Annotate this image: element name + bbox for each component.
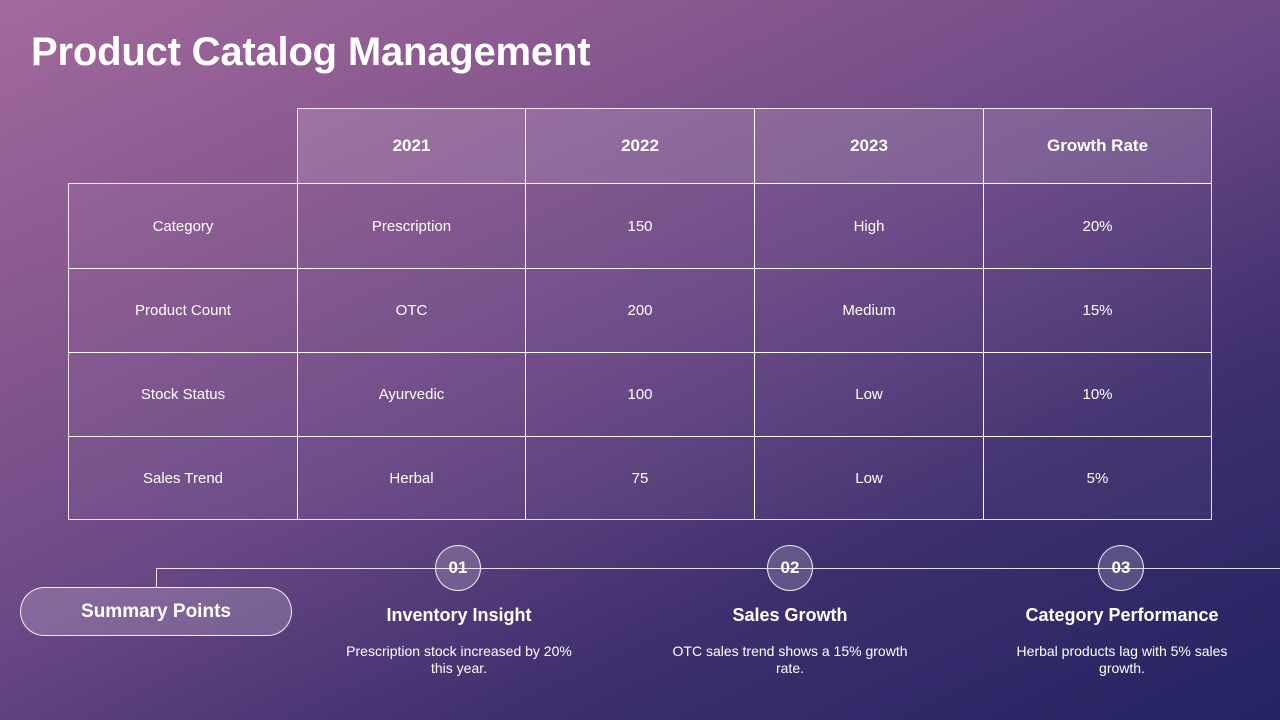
- table-cell: Medium: [754, 268, 984, 353]
- point-description: Herbal products lag with 5% sales growth…: [1016, 643, 1228, 676]
- table-cell: High: [754, 183, 984, 269]
- column-header: 2022: [525, 108, 755, 184]
- table-cell: 100: [525, 352, 755, 437]
- table-cell: Herbal: [297, 436, 526, 520]
- summary-points-label: Summary Points: [20, 587, 292, 636]
- table-cell: 150: [525, 183, 755, 269]
- table-cell: 10%: [983, 352, 1212, 437]
- table-cell: 20%: [983, 183, 1212, 269]
- table-cell: Ayurvedic: [297, 352, 526, 437]
- column-header: 2021: [297, 108, 526, 184]
- timeline-line: [156, 568, 1280, 569]
- table-cell: 75: [525, 436, 755, 520]
- point-title: Sales Growth: [732, 605, 848, 625]
- point-number-badge: 01: [435, 545, 481, 591]
- table-cell: 200: [525, 268, 755, 353]
- row-label: Product Count: [68, 268, 298, 353]
- column-header: Growth Rate: [983, 108, 1212, 184]
- table-cell: 5%: [983, 436, 1212, 520]
- table-cell: Low: [754, 436, 984, 520]
- timeline-connector: [156, 568, 157, 587]
- page-title: Product Catalog Management: [31, 30, 591, 74]
- point-title: Category Performance: [1025, 605, 1219, 625]
- table-cell: OTC: [297, 268, 526, 353]
- row-label: Stock Status: [68, 352, 298, 437]
- table-cell: Low: [754, 352, 984, 437]
- row-label: Sales Trend: [68, 436, 298, 520]
- point-number-badge: 02: [767, 545, 813, 591]
- point-description: OTC sales trend shows a 15% growth rate.: [672, 643, 908, 676]
- point-description: Prescription stock increased by 20% this…: [346, 643, 572, 676]
- table-cell: Prescription: [297, 183, 526, 269]
- table-cell: 15%: [983, 268, 1212, 353]
- point-number-badge: 03: [1098, 545, 1144, 591]
- point-title: Inventory Insight: [386, 605, 532, 625]
- column-header: 2023: [754, 108, 984, 184]
- row-label: Category: [68, 183, 298, 269]
